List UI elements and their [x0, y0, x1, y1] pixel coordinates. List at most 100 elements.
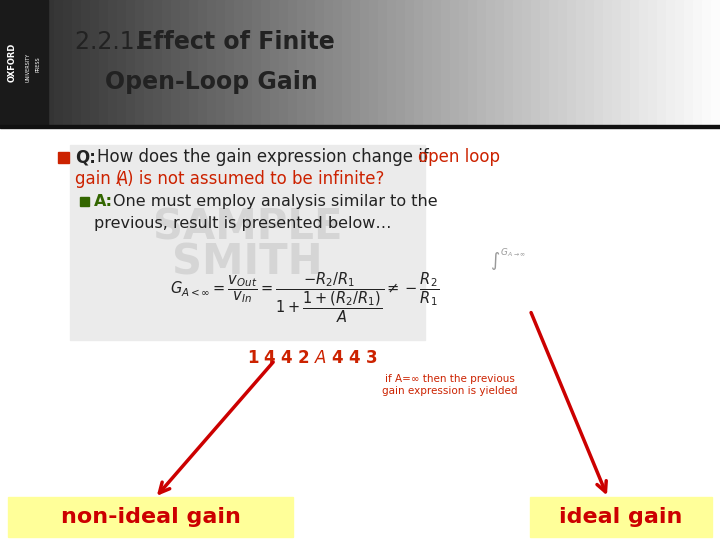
- Bar: [324, 0, 334, 125]
- Bar: [333, 0, 343, 125]
- Text: open loop: open loop: [418, 148, 500, 166]
- Text: $\mathbf{1\ 4\ 4\ 2\ \mathit{A}\ 4\ 4\ 3}$: $\mathbf{1\ 4\ 4\ 2\ \mathit{A}\ 4\ 4\ 3…: [246, 349, 377, 367]
- Bar: [450, 0, 460, 125]
- Bar: [423, 0, 433, 125]
- Text: ideal gain: ideal gain: [559, 507, 683, 527]
- Bar: [369, 0, 379, 125]
- Bar: [387, 0, 397, 125]
- Text: if A=∞ then the previous
gain expression is yielded: if A=∞ then the previous gain expression…: [382, 374, 518, 396]
- Bar: [495, 0, 505, 125]
- Bar: [171, 0, 181, 125]
- Bar: [477, 0, 487, 125]
- Bar: [530, 497, 712, 537]
- Bar: [576, 0, 586, 125]
- Bar: [486, 0, 496, 125]
- Bar: [342, 0, 352, 125]
- Text: How does the gain expression change if: How does the gain expression change if: [97, 148, 428, 166]
- Bar: [657, 0, 667, 125]
- Text: $G_{A<\infty} = \dfrac{v_{Out}}{v_{In}} = \dfrac{-R_2/R_1}{1+\dfrac{1+(R_2/R_1)}: $G_{A<\infty} = \dfrac{v_{Out}}{v_{In}} …: [171, 271, 439, 326]
- Text: Effect of Finite: Effect of Finite: [137, 30, 335, 54]
- Bar: [549, 0, 559, 125]
- Text: Q:: Q:: [75, 148, 96, 166]
- Text: previous, result is presented below…: previous, result is presented below…: [94, 216, 392, 231]
- Bar: [80, 197, 89, 206]
- Bar: [567, 0, 577, 125]
- Bar: [666, 0, 676, 125]
- Bar: [9, 0, 19, 125]
- Bar: [108, 0, 118, 125]
- Bar: [45, 0, 55, 125]
- Bar: [261, 0, 271, 125]
- Bar: [216, 0, 226, 125]
- Text: SMITH: SMITH: [172, 241, 323, 284]
- Bar: [639, 0, 649, 125]
- Bar: [702, 0, 712, 125]
- Bar: [621, 0, 631, 125]
- Bar: [675, 0, 685, 125]
- Text: SAMPLE: SAMPLE: [153, 206, 342, 248]
- Bar: [540, 0, 550, 125]
- Bar: [648, 0, 658, 125]
- Text: ) is not assumed to be infinite?: ) is not assumed to be infinite?: [127, 171, 384, 188]
- Bar: [405, 0, 415, 125]
- Bar: [72, 0, 82, 125]
- Bar: [0, 125, 720, 128]
- Bar: [468, 0, 478, 125]
- Bar: [441, 0, 451, 125]
- Bar: [63, 0, 73, 125]
- Bar: [693, 0, 703, 125]
- Bar: [306, 0, 316, 125]
- Bar: [18, 0, 28, 125]
- Bar: [126, 0, 136, 125]
- Text: A:: A:: [94, 194, 113, 209]
- Bar: [162, 0, 172, 125]
- Bar: [414, 0, 424, 125]
- Bar: [117, 0, 127, 125]
- Bar: [378, 0, 388, 125]
- Text: PRESS: PRESS: [35, 57, 40, 72]
- Bar: [54, 0, 64, 125]
- Bar: [27, 0, 37, 125]
- Bar: [36, 0, 46, 125]
- Bar: [396, 0, 406, 125]
- Text: $\int^{G_{A\to\infty}}$: $\int^{G_{A\to\infty}}$: [490, 247, 526, 273]
- Bar: [288, 0, 298, 125]
- Bar: [144, 0, 154, 125]
- Bar: [252, 0, 262, 125]
- Bar: [351, 0, 361, 125]
- Bar: [612, 0, 622, 125]
- Bar: [135, 0, 145, 125]
- Bar: [180, 0, 190, 125]
- Bar: [459, 0, 469, 125]
- Text: non-ideal gain: non-ideal gain: [60, 507, 240, 527]
- Text: OXFORD: OXFORD: [7, 43, 17, 82]
- Bar: [243, 0, 253, 125]
- Bar: [558, 0, 568, 125]
- Text: gain (: gain (: [75, 171, 122, 188]
- Bar: [70, 145, 425, 340]
- Bar: [99, 0, 109, 125]
- Bar: [0, 0, 48, 125]
- Bar: [8, 497, 293, 537]
- Bar: [189, 0, 199, 125]
- Bar: [81, 0, 91, 125]
- Bar: [225, 0, 235, 125]
- Bar: [48, 0, 720, 125]
- Bar: [594, 0, 604, 125]
- Text: Open-Loop Gain: Open-Loop Gain: [105, 70, 318, 94]
- Text: A: A: [117, 171, 128, 188]
- Bar: [603, 0, 613, 125]
- Bar: [297, 0, 307, 125]
- Bar: [504, 0, 514, 125]
- Bar: [0, 0, 10, 125]
- Bar: [90, 0, 100, 125]
- Bar: [198, 0, 208, 125]
- Bar: [0, 128, 720, 540]
- Bar: [234, 0, 244, 125]
- Bar: [315, 0, 325, 125]
- Bar: [207, 0, 217, 125]
- Bar: [585, 0, 595, 125]
- Bar: [711, 0, 720, 125]
- Bar: [513, 0, 523, 125]
- Bar: [270, 0, 280, 125]
